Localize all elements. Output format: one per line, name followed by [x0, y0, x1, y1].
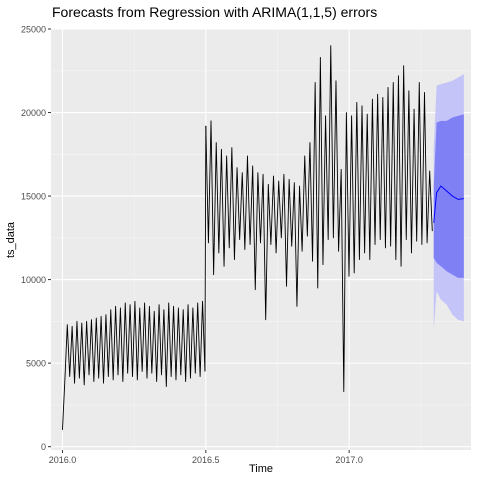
- series-line-connector: [204, 125, 207, 372]
- y-tick-label: 25000: [21, 25, 46, 35]
- forecast-intervals: [433, 74, 464, 330]
- y-axis: 0 5000 10000 15000 20000 25000: [21, 25, 51, 452]
- x-axis: 2016.0 2016.5 2017.0: [49, 450, 363, 465]
- y-tick-label: 5000: [26, 359, 46, 369]
- x-axis-label: Time: [249, 463, 273, 475]
- forecast-interval-80: [433, 114, 464, 278]
- y-tick-label: 15000: [21, 192, 46, 202]
- forecast-mean: [433, 185, 464, 223]
- y-axis-label: ts_data: [5, 221, 17, 258]
- chart-title: Forecasts from Regression with ARIMA(1,1…: [52, 4, 377, 20]
- x-tick-label: 2016.5: [192, 455, 220, 465]
- series-lines: [62, 45, 433, 430]
- x-tick-label: 2016.0: [49, 455, 77, 465]
- x-tick-label: 2017.0: [335, 455, 363, 465]
- series-line-segment-2: [205, 45, 433, 392]
- y-tick-label: 10000: [21, 275, 46, 285]
- y-tick-label: 0: [41, 442, 46, 452]
- series-line-segment-1: [62, 300, 206, 430]
- forecast-mean-line: [433, 185, 464, 223]
- y-tick-label: 20000: [21, 108, 46, 118]
